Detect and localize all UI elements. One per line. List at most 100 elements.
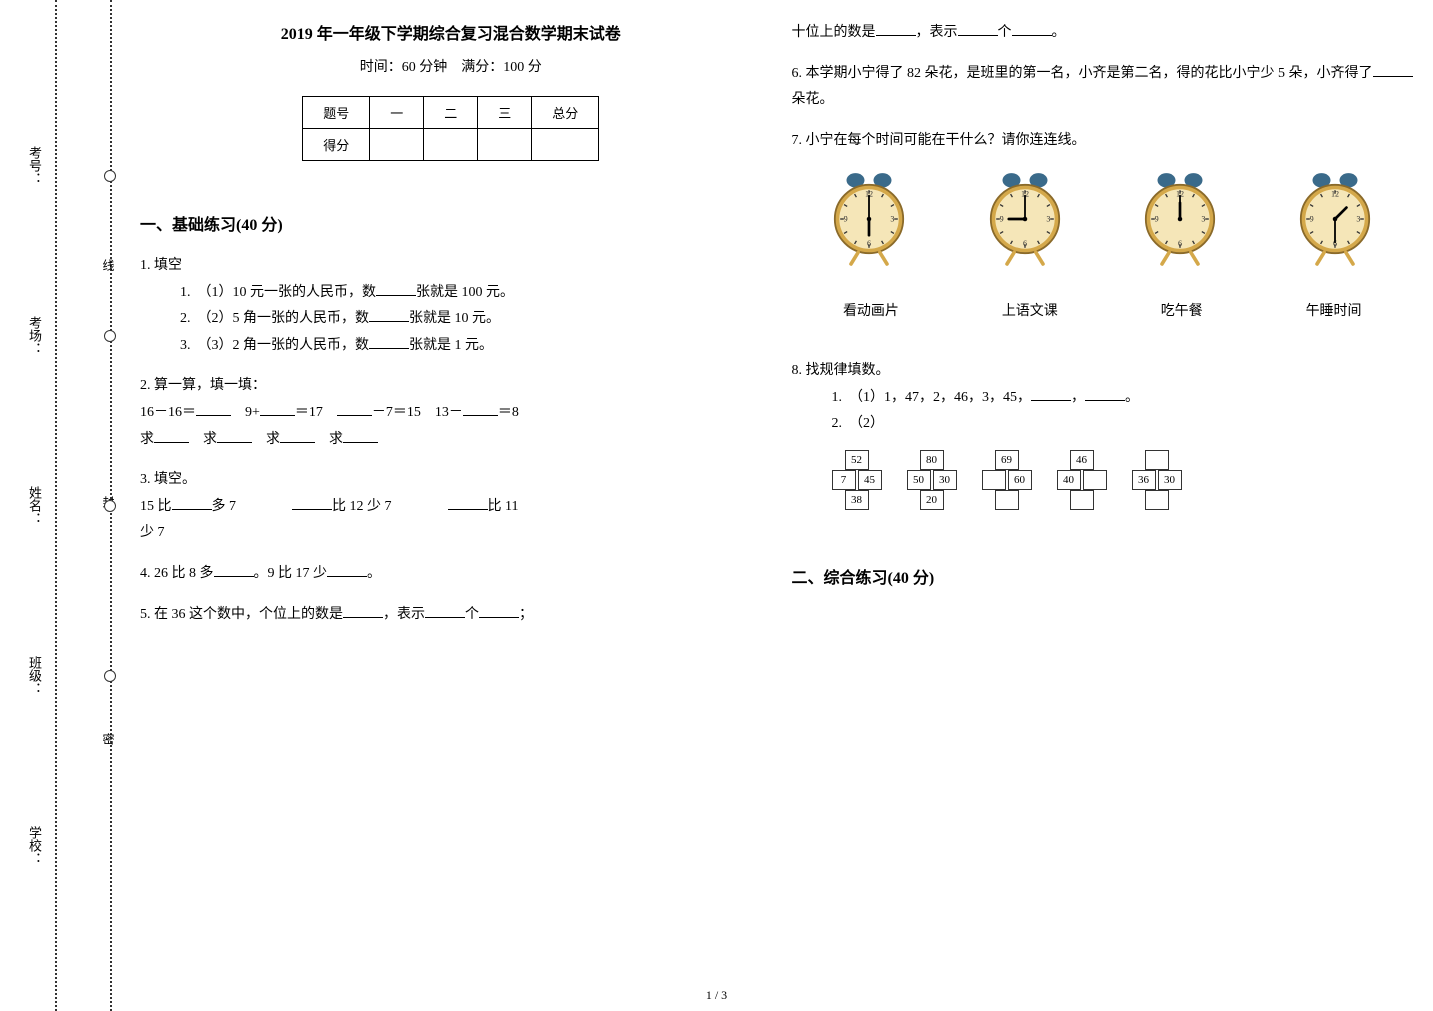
- blank: [448, 496, 488, 510]
- number-box: 40: [1057, 470, 1081, 490]
- exam-subtitle: 时间：60 分钟 满分：100 分: [140, 56, 762, 76]
- q5: 5. 在 36 这个数中，个位上的数是，表示个；: [140, 602, 762, 629]
- score-total: 总分: [532, 97, 599, 129]
- number-box: 50: [907, 470, 931, 490]
- activity-2: 上语文课: [1002, 299, 1058, 326]
- activity-4: 午睡时间: [1306, 299, 1362, 326]
- score-row-label: 得分: [303, 129, 370, 161]
- blank: [172, 496, 212, 510]
- q3-line2: 少 7: [140, 520, 762, 547]
- blank: [1373, 63, 1413, 77]
- blank: [1085, 387, 1125, 401]
- q6: 6. 本学期小宁得了 82 朵花，是班里的第一名，小齐是第二名，得的花比小宁少 …: [792, 61, 1414, 114]
- score-col-1: 一: [370, 97, 424, 129]
- seal-line: 线: [100, 259, 117, 279]
- exam-title: 2019 年一年级下学期综合复习混合数学期末试卷: [140, 20, 762, 44]
- number-box: 30: [1158, 470, 1182, 490]
- blank: [154, 429, 189, 443]
- number-box: 52: [845, 450, 869, 470]
- q1-sub2: 2. （2）5 角一张的人民币，数张就是 10 元。: [180, 306, 762, 333]
- circle-marker: [104, 170, 116, 182]
- score-cell: [532, 129, 599, 161]
- clock-1: 36912: [824, 169, 914, 269]
- score-cell: [478, 129, 532, 161]
- clock-4: 36912: [1290, 169, 1380, 269]
- blank: [369, 335, 409, 349]
- number-box-group: 4640: [1057, 450, 1107, 510]
- blank: [280, 429, 315, 443]
- blank: [214, 563, 254, 577]
- svg-text:6: 6: [1178, 239, 1182, 248]
- q2-stem: 2. 算一算，填一填：: [140, 373, 762, 400]
- clock-2: 36912: [980, 169, 1070, 269]
- blank: [1031, 387, 1071, 401]
- number-box: [995, 490, 1019, 510]
- blank: [1012, 22, 1052, 36]
- circle-marker: [104, 330, 116, 342]
- q1-sub1: 1. （1）10 元一张的人民币，数张就是 100 元。: [180, 280, 762, 307]
- clock-3: 36912: [1135, 169, 1225, 269]
- q3-stem: 3. 填空。: [140, 467, 762, 494]
- q3: 3. 填空。 15 比多 7 比 12 少 7 比 11 少 7: [140, 467, 762, 547]
- number-box: 80: [920, 450, 944, 470]
- blank: [196, 402, 231, 416]
- clock-row: 36912 36912 36912: [792, 169, 1414, 269]
- number-box: 30: [933, 470, 957, 490]
- q7: 7. 小宁在每个时间可能在干什么？请你连连线。 36912 36912 3: [792, 128, 1414, 344]
- svg-text:3: 3: [1201, 215, 1205, 224]
- section2-title: 二、综合练习(40 分): [792, 564, 1414, 588]
- number-box: 45: [858, 470, 882, 490]
- activity-3: 吃午餐: [1161, 299, 1203, 326]
- number-box: [1083, 470, 1107, 490]
- seal-mi: 密: [100, 733, 117, 753]
- score-cell: [370, 129, 424, 161]
- blank: [343, 604, 383, 618]
- number-box: 46: [1070, 450, 1094, 470]
- q1-stem: 1. 填空: [140, 253, 762, 280]
- number-box: 7: [832, 470, 856, 490]
- q8: 8. 找规律填数。 1. （1）1，47，2，46，3，45，，。 2. （2）…: [792, 358, 1414, 530]
- number-box: 20: [920, 490, 944, 510]
- q8-stem: 8. 找规律填数。: [792, 358, 1414, 385]
- activity-row: 看动画片 上语文课 吃午餐 午睡时间: [792, 299, 1414, 326]
- number-box: [1070, 490, 1094, 510]
- svg-text:9: 9: [999, 215, 1003, 224]
- score-col-2: 二: [424, 97, 478, 129]
- blank: [876, 22, 916, 36]
- left-column: 2019 年一年级下学期综合复习混合数学期末试卷 时间：60 分钟 满分：100…: [140, 20, 762, 991]
- exam-content: 2019 年一年级下学期综合复习混合数学期末试卷 时间：60 分钟 满分：100…: [140, 20, 1413, 991]
- blank: [217, 429, 252, 443]
- svg-text:12: 12: [1331, 190, 1339, 199]
- section1-title: 一、基础练习(40 分): [140, 211, 762, 235]
- right-column: 十位上的数是，表示个。 6. 本学期小宁得了 82 朵花，是班里的第一名，小齐是…: [792, 20, 1414, 991]
- page-number: 1 / 3: [706, 988, 727, 1003]
- number-box-group: 3630: [1132, 450, 1182, 510]
- blank: [425, 604, 465, 618]
- blank: [337, 402, 372, 416]
- q1-sub3: 3. （3）2 角一张的人民币，数张就是 1 元。: [180, 333, 762, 360]
- blank: [260, 402, 295, 416]
- q8-sub1: 1. （1）1，47，2，46，3，45，，。: [832, 385, 1414, 412]
- label-school: 学校：: [25, 826, 44, 865]
- svg-text:9: 9: [1310, 215, 1314, 224]
- number-box-group: 5274538: [832, 450, 882, 510]
- score-col-3: 三: [478, 97, 532, 129]
- blank: [327, 563, 367, 577]
- q2: 2. 算一算，填一填： 16－16＝ 9+＝17 －7＝15 13－＝8 求 求…: [140, 373, 762, 453]
- q3-line1: 15 比多 7 比 12 少 7 比 11: [140, 494, 762, 521]
- svg-text:3: 3: [1046, 215, 1050, 224]
- circle-marker: [104, 500, 116, 512]
- blank: [369, 308, 409, 322]
- dotted-line-outer: [55, 0, 57, 1011]
- number-box: 36: [1132, 470, 1156, 490]
- q2-seek: 求 求 求 求: [140, 427, 762, 454]
- blank: [958, 22, 998, 36]
- blank: [343, 429, 378, 443]
- activity-1: 看动画片: [843, 299, 899, 326]
- label-class: 班级：: [25, 656, 44, 695]
- number-box-group: 80503020: [907, 450, 957, 510]
- svg-text:3: 3: [1357, 215, 1361, 224]
- svg-text:6: 6: [1023, 239, 1027, 248]
- number-box: [982, 470, 1006, 490]
- number-box: 38: [845, 490, 869, 510]
